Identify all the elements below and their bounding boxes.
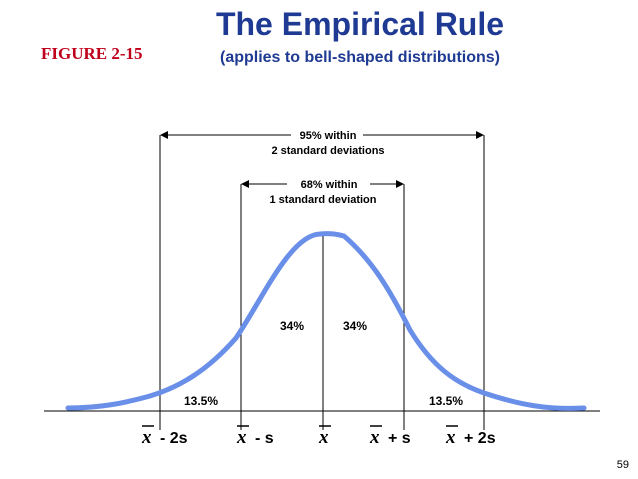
outer-note-line1: 95% within [300,130,357,142]
bell-curve [65,231,587,411]
axis-label-plus-s: x + s [369,425,411,448]
axis-label-minus-s: x - s [236,425,274,448]
label-text: + s [388,430,411,447]
slide-title: The Empirical Rule [215,6,505,42]
region-right-tail: 13.5% [429,394,463,408]
region-left-inner: 34% [280,319,304,333]
axis-label-plus-2s: x + 2s [445,425,496,448]
label-text: - s [255,430,274,447]
region-right-inner: 34% [343,319,367,333]
inner-note-line2: 1 standard deviation [270,194,377,206]
label-text: - 2s [160,430,188,447]
inner-note-line1: 68% within [301,179,358,191]
xbar-symbol: x [141,427,152,448]
axis-label-minus-2s: x - 2s [141,425,188,448]
figure-label: FIGURE 2-15 [41,44,143,63]
label-text: + 2s [464,430,496,447]
page-number: 59 [616,459,629,471]
xbar-symbol: x [445,427,456,448]
axis-label-mean: x [318,425,331,448]
xbar-symbol: x [369,427,380,448]
xbar-symbol: x [318,427,329,448]
outer-note-line2: 2 standard deviations [271,145,384,157]
region-left-tail: 13.5% [184,394,218,408]
xbar-symbol: x [236,427,247,448]
slide-subtitle: (applies to bell-shaped distributions) [219,49,500,66]
